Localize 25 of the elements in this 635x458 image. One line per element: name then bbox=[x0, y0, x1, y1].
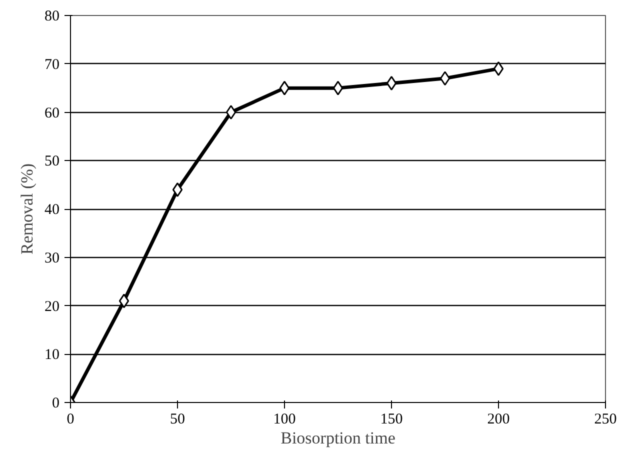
x-tick-label: 150 bbox=[380, 412, 403, 428]
y-tick-label: 50 bbox=[44, 154, 60, 170]
point bbox=[440, 71, 450, 86]
y-tick-label: 60 bbox=[44, 105, 60, 122]
y-tick-label: 40 bbox=[44, 202, 60, 218]
point bbox=[279, 80, 290, 96]
y-tick-label: 30 bbox=[44, 250, 60, 266]
y-tick-label: 20 bbox=[44, 298, 60, 315]
point bbox=[332, 80, 344, 96]
x-tick-label: 50 bbox=[170, 412, 185, 428]
x-axis-title: Biosorption time bbox=[280, 428, 396, 448]
x-tick-label: 0 bbox=[66, 412, 74, 428]
x-tick-label: 200 bbox=[487, 412, 510, 428]
point bbox=[226, 105, 236, 120]
y-tick-label: 0 bbox=[52, 396, 60, 412]
y-tick-label: 10 bbox=[44, 347, 60, 364]
point bbox=[386, 76, 397, 90]
point bbox=[172, 182, 183, 197]
x-tick-label: 250 bbox=[594, 412, 617, 428]
y-axis-title: Removal (%) bbox=[18, 163, 36, 255]
y-tick-label: 70 bbox=[44, 56, 60, 73]
point bbox=[118, 294, 130, 308]
point bbox=[493, 61, 504, 76]
x-tick-label: 100 bbox=[273, 412, 296, 428]
y-tick-label: 80 bbox=[44, 8, 60, 24]
